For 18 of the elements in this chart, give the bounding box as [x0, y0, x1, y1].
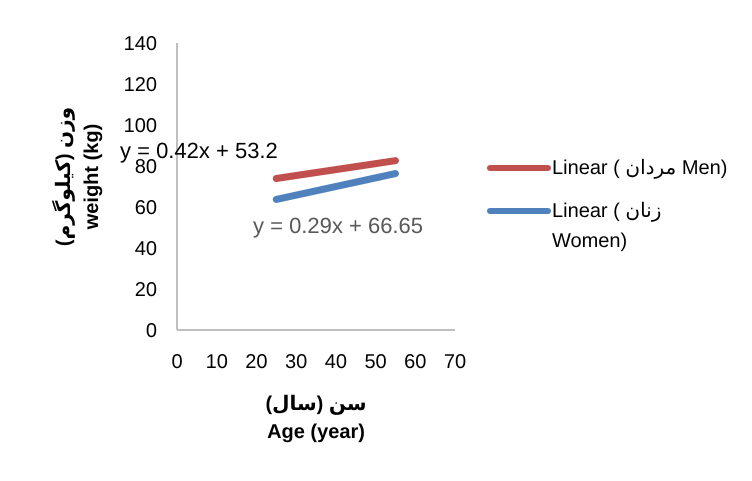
y-tick-label: 100 — [124, 115, 157, 138]
x-tick-label: 0 — [171, 351, 183, 374]
y-tick-label: 20 — [134, 279, 157, 302]
y-tick-label: 40 — [134, 238, 157, 260]
x-tick-label: 10 — [206, 351, 228, 374]
x-tick-label: 50 — [364, 351, 387, 374]
legend-label: Linear ( زنان Women) — [552, 199, 662, 254]
y-tick-label: 0 — [146, 320, 157, 342]
x-tick-label: 60 — [404, 351, 426, 374]
x-tick-label: 70 — [444, 351, 466, 374]
y-tick-label: 140 — [124, 33, 157, 56]
legend-label: Linear ( مردان Men) — [552, 156, 728, 181]
y-tick-label: 120 — [124, 74, 157, 96]
x-tick-label: 40 — [324, 351, 347, 374]
x-tick-label: 30 — [285, 351, 308, 374]
x-tick-label: 20 — [245, 351, 268, 374]
equation-label: y = 0.29x + 66.65 — [253, 213, 424, 239]
y-tick-label: 60 — [134, 197, 157, 220]
